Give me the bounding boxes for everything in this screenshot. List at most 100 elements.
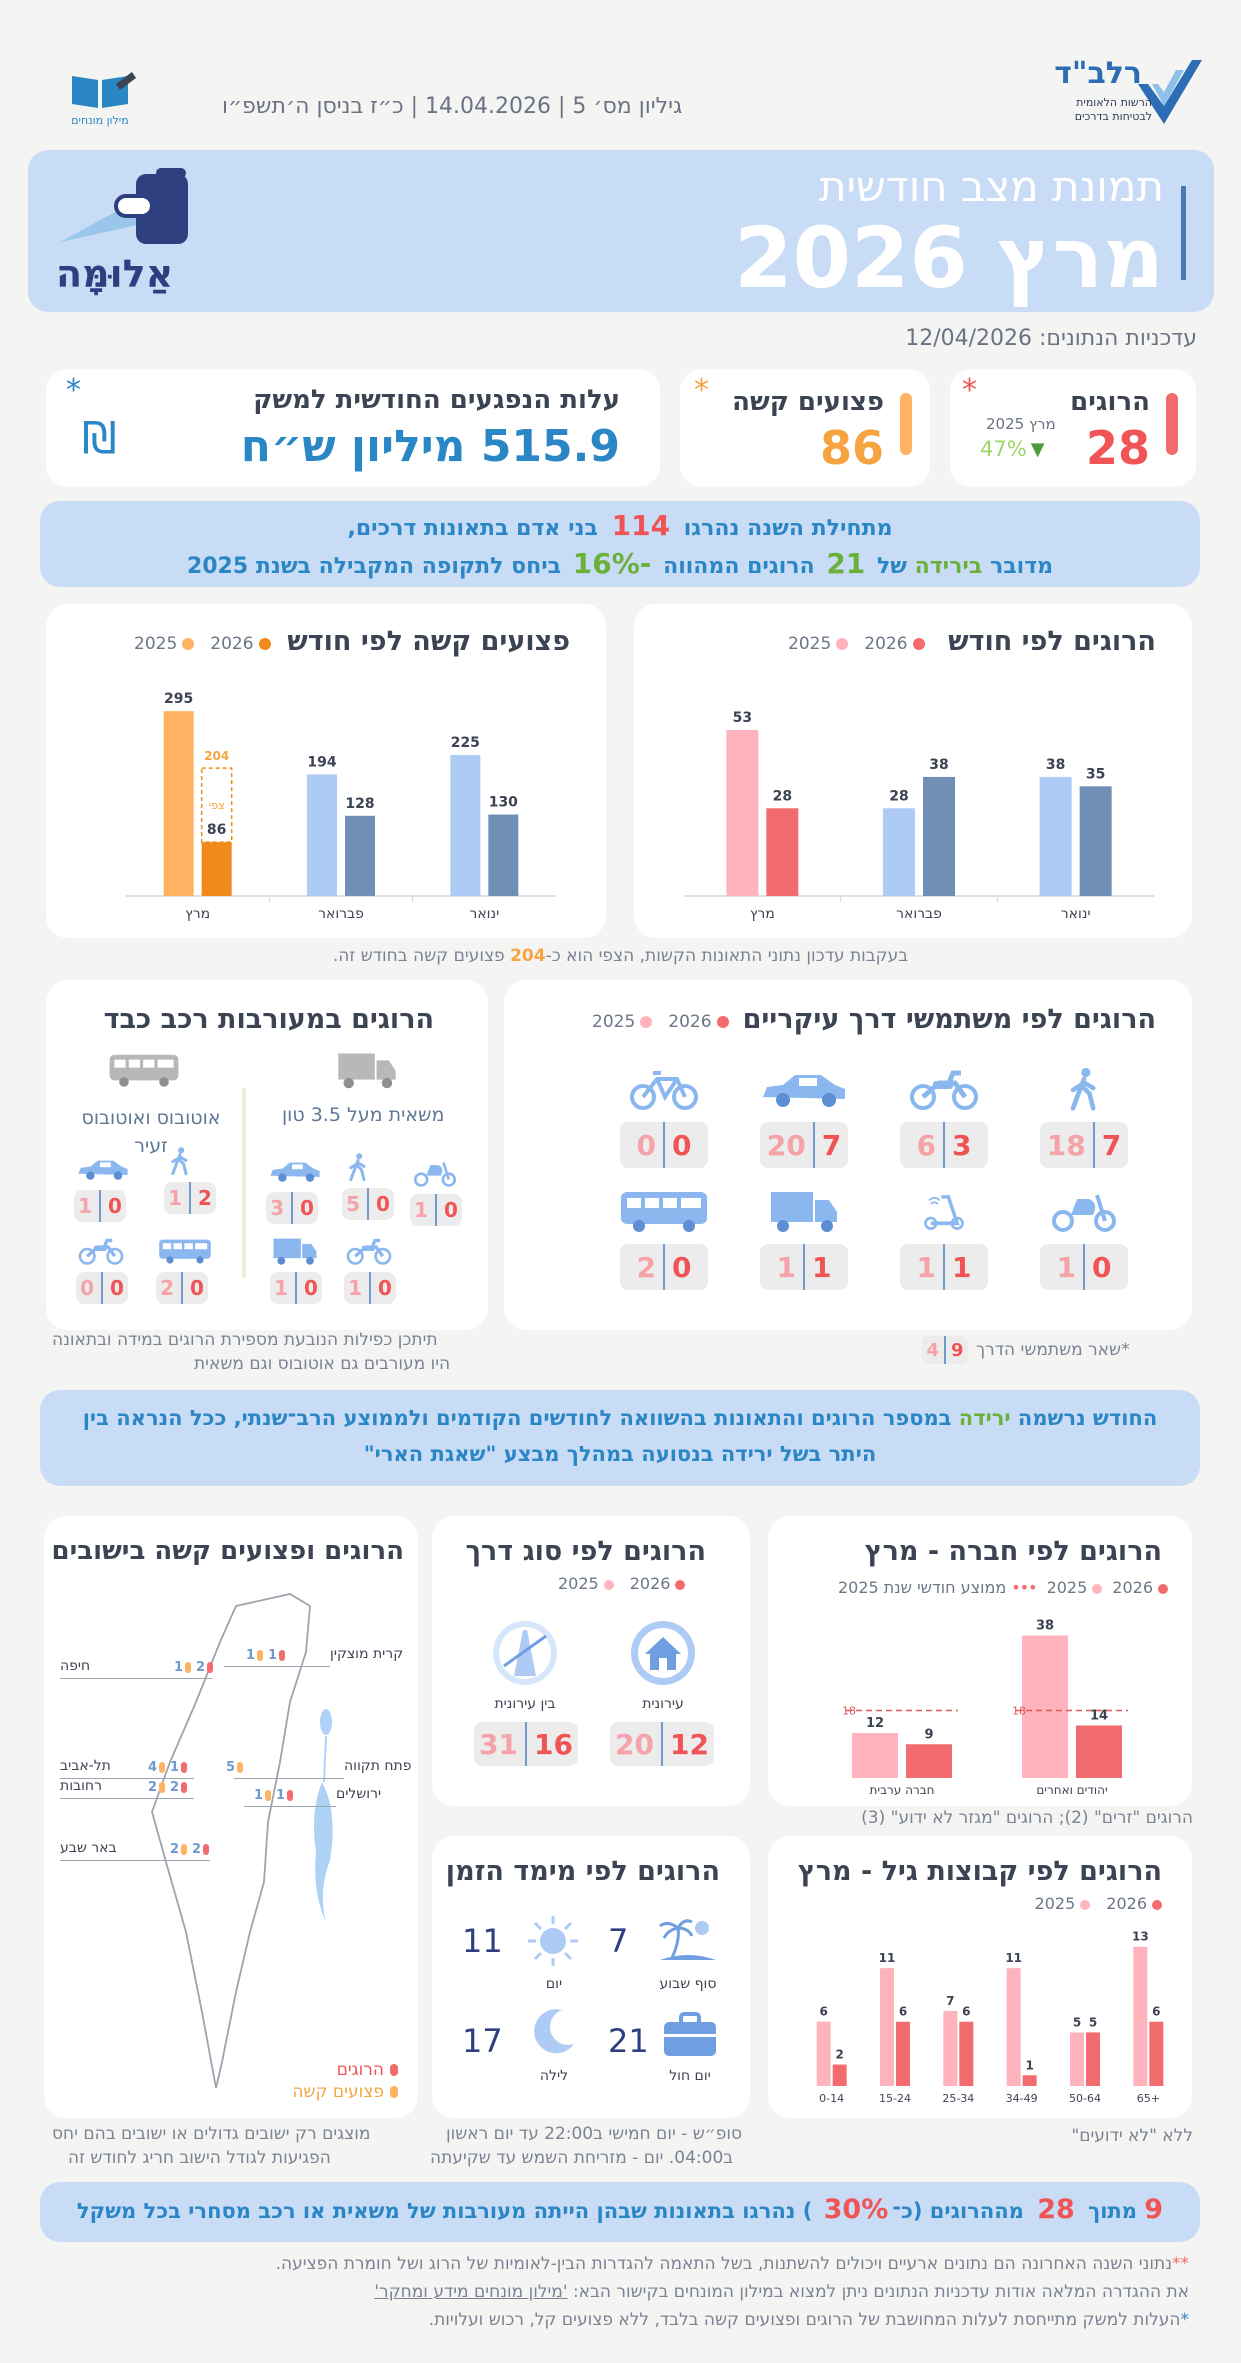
killed-marker — [203, 1844, 210, 1855]
by-society-chart: 38 14 18 יהודים ואחרים 12 9 18 חברה ערבית — [842, 1619, 1128, 1797]
legend-dot-2025 — [603, 1579, 614, 1590]
expected-outline — [200, 767, 233, 843]
age-bar-2025-1 — [816, 2021, 831, 2086]
footnote-3: *העלות למשק מתייחסת לעלות המחושבת של הרו… — [429, 2310, 1189, 2330]
down-arrow-icon: ▼ — [1030, 438, 1045, 460]
legend-dot-2025 — [182, 638, 195, 650]
sun-icon — [526, 1914, 580, 1968]
legend-2025: 2025 — [134, 634, 195, 654]
legend-2025: 2025 — [1035, 1894, 1091, 1913]
age-bar-2026-2 — [896, 2021, 910, 2086]
car-icon — [76, 1154, 130, 1184]
legend-2026: 2026 — [1112, 1578, 1168, 1597]
age-value-2026-2: 6 — [899, 2005, 907, 2019]
value-label-2026-1: 35 — [1086, 766, 1105, 782]
footnote-2-text: את ההגדרה המלאה אודות עדכניות הנתונים ני… — [572, 2282, 1189, 2302]
pair-separator — [189, 1182, 191, 1214]
city-killed-value: 1 — [268, 1648, 278, 1663]
society-bar-2026-2 — [906, 1744, 952, 1778]
injured-marker — [257, 1650, 264, 1661]
truck-grey-icon — [336, 1050, 398, 1090]
pair-separator — [812, 1122, 815, 1168]
truck-pair-1-2026: 0 — [444, 1198, 458, 1222]
city-injured-value: 1 — [254, 1788, 264, 1803]
day-value: 11 — [462, 1922, 503, 1960]
truck-pair-2-2025: 5 — [346, 1192, 360, 1216]
road-users-card: הרוגים לפי משתמשי דרך עיקריים 2026 2025 … — [504, 980, 1192, 1330]
city-leader-line-4 — [60, 1778, 194, 1779]
truck-pair-1-2025: 1 — [414, 1198, 428, 1222]
decline-a: החודש נרשמה — [1017, 1406, 1158, 1430]
age-bar-2026-4 — [1022, 2075, 1037, 2086]
bottom-num1: 9 — [1144, 2194, 1164, 2225]
others-2026: 9 — [951, 1339, 964, 1361]
expected-tag: צפי — [209, 799, 225, 812]
glossary-label: מילון מונחים — [71, 114, 129, 127]
glossary-research-link[interactable]: 'מילון מונחים מידע ומחקר' — [374, 2282, 568, 2302]
truck-pair-3-2025: 3 — [270, 1196, 284, 1220]
by-settlement-title: הרוגים ופצועים קשה בישובים — [51, 1536, 404, 1566]
injured-marker — [185, 1662, 192, 1673]
kpi-cost-value: 515.9 מיליון ש״ח — [240, 421, 620, 472]
age-value-2025-5: 5 — [1073, 2015, 1081, 2029]
pair-separator — [1083, 1244, 1085, 1290]
time-note-1: סופ״ש - יום חמישי ב22:00 עד יום ראשון — [446, 2124, 742, 2144]
legend-dot-2026 — [258, 638, 271, 650]
footnote-1-text: נתוני השנה האחרונה הם נתונים ארעיים ויכו… — [275, 2254, 1172, 2274]
by-road-card: הרוגים לפי סוג דרך 2026 2025 עירונית 12 2… — [432, 1516, 750, 1806]
pair-separator — [944, 1336, 946, 1364]
category-label-1: ינואר — [1061, 906, 1091, 922]
motorcycle-icon — [346, 1236, 392, 1266]
bar-2026-1 — [488, 814, 519, 896]
pair-separator — [101, 1272, 103, 1304]
by-settlement-card: הרוגים ופצועים קשה בישובים קרית מוצקין 1 1… — [44, 1516, 418, 2118]
moon-icon — [524, 2004, 580, 2060]
age-value-2025-3: 7 — [946, 1994, 954, 2008]
city-killed-value: 1 — [276, 1788, 286, 1803]
time-note-2: ב04:00. יום - מזריחת השמש עד שקיעתה — [430, 2148, 734, 2168]
city-injured-value: 1 — [174, 1660, 184, 1675]
chart-footnote-a: בעקבות עדכון נתוני התאונות הקשות, הצפי ה… — [545, 946, 909, 966]
by-road-title: הרוגים לפי סוג דרך — [465, 1536, 706, 1567]
killed-marker — [287, 1790, 294, 1801]
age-value-2025-4: 11 — [1005, 1951, 1022, 1965]
legend-killed: הרוגים — [292, 2060, 398, 2080]
summary-line2-d: הרוגים המהווה — [663, 554, 815, 579]
heavy-vehicles-card: הרוגים במעורבות רכב כבד משאית מעל 3.5 טו… — [46, 980, 488, 1330]
bus-pair-3-2026: 0 — [190, 1276, 204, 1300]
briefcase-icon — [662, 2012, 718, 2058]
bar-2026-3 — [766, 808, 799, 896]
pair-separator — [291, 1192, 293, 1224]
bus-pair-2-2026: 0 — [108, 1194, 122, 1218]
road-user-pair-7-2026: 1 — [812, 1250, 832, 1284]
weekend-palm-icon — [658, 1914, 718, 1964]
heavy-note-1: תיתכן כפילות הנובעת מספירת הרוגים במידה … — [52, 1330, 438, 1350]
pair-separator — [663, 1244, 665, 1290]
weekend-label: סוף שבוע — [659, 1976, 717, 1992]
truck-pair-3-2026: 0 — [300, 1196, 314, 1220]
age-bar-2025-6 — [1133, 1946, 1148, 2086]
bar-2026-1 — [1079, 786, 1112, 896]
decline-b: במספר הרוגים והתאונות בהשוואה לחודשים הק… — [82, 1406, 952, 1430]
pedestrian-icon — [1062, 1066, 1106, 1112]
injured-marker — [159, 1782, 166, 1793]
legend-dot-2025 — [1080, 1899, 1091, 1910]
city-injured-value: 5 — [226, 1760, 236, 1775]
bar-2026-2 — [345, 815, 375, 896]
glossary-link[interactable]: מילון מונחים — [60, 70, 140, 130]
road-user-pair-1: 7 18 — [1040, 1122, 1128, 1168]
age-category-4: 34-49 — [1006, 2092, 1038, 2105]
legend-2026: 2026 — [864, 634, 925, 654]
society-category-2: חברה ערבית — [870, 1783, 935, 1797]
city-killed-value: 1 — [170, 1760, 180, 1775]
pedestrian-icon — [344, 1152, 372, 1182]
pair-separator — [803, 1244, 805, 1290]
age-value-2026-5: 5 — [1089, 2015, 1097, 2029]
kpi-injured-asterisk: * — [694, 373, 709, 408]
